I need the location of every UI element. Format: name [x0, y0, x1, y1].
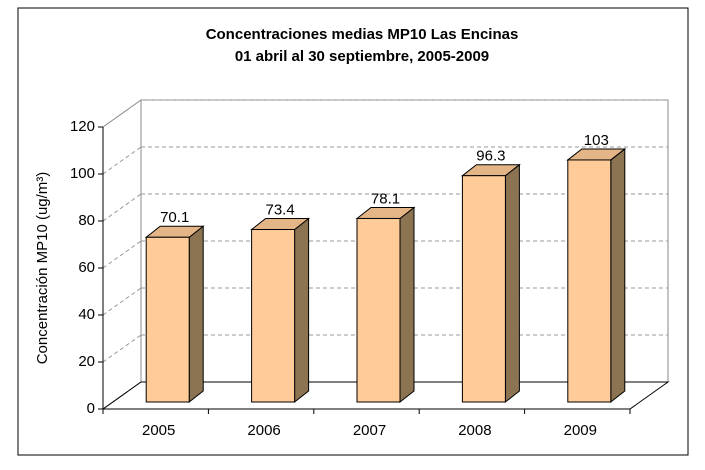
grid-line-side: [102, 240, 142, 269]
bar: [567, 159, 612, 403]
x-tick-label: 2006: [247, 422, 280, 439]
y-tick-label: 20: [78, 353, 95, 370]
grid-line-side: [102, 334, 142, 363]
grid-line-side: [102, 99, 142, 128]
y-tick-label: 0: [87, 400, 95, 417]
bar-side: [504, 163, 520, 404]
y-tick-label: 80: [78, 212, 95, 229]
bar: [251, 229, 296, 403]
value-label: 78.1: [371, 190, 400, 207]
bar: [356, 217, 401, 403]
chart-title: Concentraciones medias MP10 Las Encinas: [206, 26, 519, 43]
y-tick-label: 40: [78, 306, 95, 323]
bar-side: [610, 147, 626, 404]
x-tick-label: 2007: [353, 422, 386, 439]
y-axis-label: Concentración MP10 (ug/m³): [34, 172, 51, 365]
bar: [145, 236, 190, 403]
grid-line-side: [102, 193, 142, 222]
chart-subtitle: 01 abril al 30 septiembre, 2005-2009: [235, 48, 489, 65]
grid-line-side: [102, 146, 142, 175]
x-tick-label: 2009: [564, 422, 597, 439]
x-tick-label: 2008: [458, 422, 491, 439]
y-tick-label: 60: [78, 259, 95, 276]
bar-side: [188, 225, 204, 404]
grid-line-side: [102, 287, 142, 316]
y-tick-label: 120: [70, 118, 95, 135]
floor: [101, 381, 670, 410]
bar-side: [294, 217, 310, 404]
value-label: 73.4: [265, 201, 294, 218]
value-label: 96.3: [476, 148, 505, 165]
bar-side: [399, 206, 415, 404]
value-label: 103: [584, 132, 609, 149]
value-label: 70.1: [160, 209, 189, 226]
y-tick-label: 100: [70, 165, 95, 182]
bar: [461, 175, 506, 403]
x-tick-label: 2005: [142, 422, 175, 439]
